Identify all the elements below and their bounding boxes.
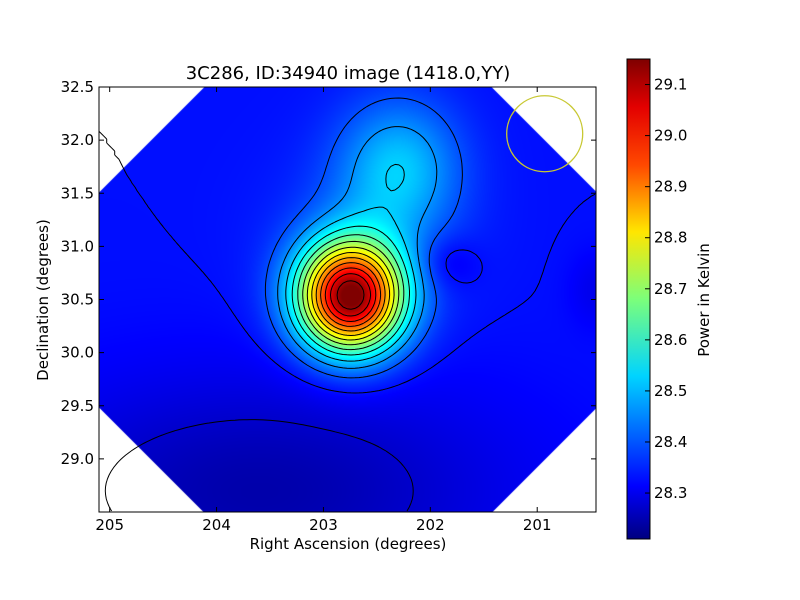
colorbar-tick-label: 28.8 [654,229,687,247]
contour-line [302,240,400,346]
heatmap-image [99,87,596,512]
colorbar-tick-label: 28.6 [654,331,687,349]
contour-lines [99,97,596,512]
contour-line [264,97,463,379]
colorbar-tick-label: 28.5 [654,382,687,400]
y-tick-label: 31.0 [61,237,94,255]
contour-line [285,163,417,362]
contour-line [104,419,414,512]
colorbar-tick-label: 29.1 [654,76,687,94]
contour-line [320,262,382,327]
contour-line [291,225,410,356]
chart-title: 3C286, ID:34940 image (1418.0,YY) [186,63,511,84]
y-tick-label: 30.5 [61,291,94,309]
contour-line [311,252,391,336]
y-tick-label: 29.5 [61,397,94,415]
y-tick-label: 29.0 [61,450,94,468]
colorbar [626,58,651,540]
colorbar-tick-label: 28.9 [654,178,687,196]
x-axis-label: Right Ascension (degrees) [250,535,447,553]
contour-line [330,273,372,317]
y-axis-label: Declination (degrees) [34,219,52,381]
beam-circle [506,95,584,173]
x-tick-label: 202 [416,516,445,534]
colorbar-tick-label: 28.7 [654,280,687,298]
colorbar-tick-label: 28.3 [654,484,687,502]
contour-line [99,130,596,394]
x-tick-label: 204 [202,516,231,534]
y-axis: 29.0 29.5 30.0 30.5 31.0 31.5 32.0 32.5 [61,78,596,468]
x-tick-label: 203 [309,516,338,534]
contour-line [324,267,377,322]
x-tick-label: 201 [523,516,552,534]
colorbar-tick-label: 29.0 [654,127,687,145]
contour-line [336,280,365,310]
y-tick-label: 32.0 [61,131,94,149]
colorbar-axis: 28.3 28.4 28.5 28.6 28.7 28.8 28.9 29.0 29.1 [645,76,687,502]
x-tick-label: 205 [95,516,124,534]
x-axis: 205 204 203 202 201 [95,87,552,534]
contour-line [306,246,395,341]
contour-line [315,257,386,332]
y-tick-label: 31.5 [61,184,94,202]
colorbar-tick-label: 28.4 [654,433,687,451]
contour-line [297,234,405,351]
y-tick-label: 30.0 [61,344,94,362]
colorbar-label: Power in Kelvin [695,243,713,357]
contour-line [277,126,438,369]
y-tick-label: 32.5 [61,78,94,96]
